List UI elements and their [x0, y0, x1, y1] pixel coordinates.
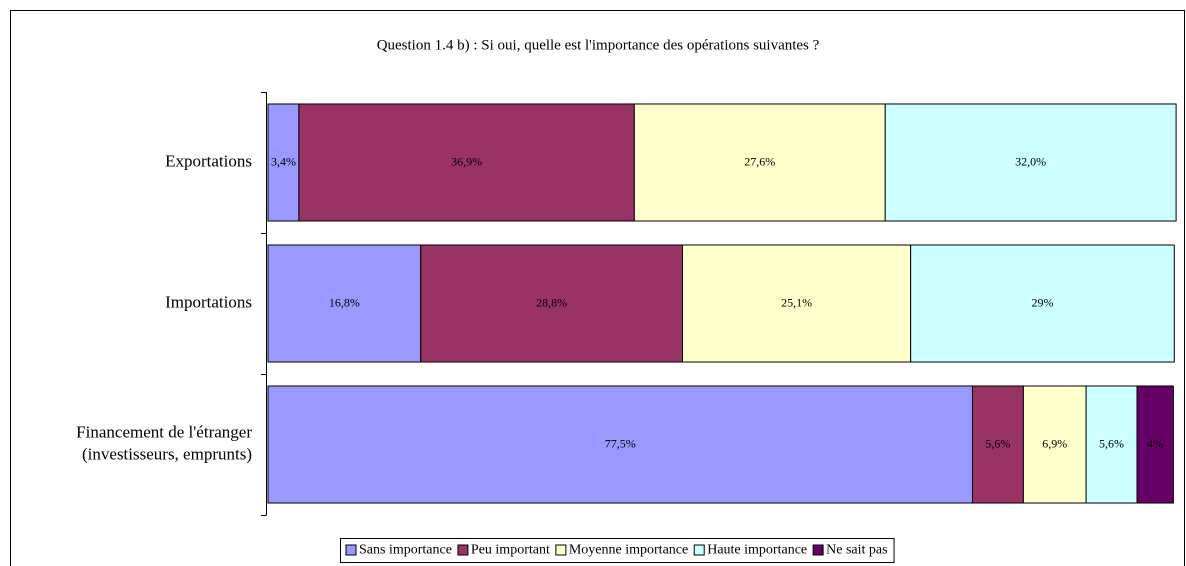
legend-label: Haute importance — [707, 543, 807, 558]
bar-segment — [1022, 385, 1087, 504]
data-label: 28,8% — [536, 295, 567, 309]
bar-segment — [298, 103, 635, 222]
chart-title: Question 1.4 b) : Si oui, quelle est l'i… — [377, 37, 820, 53]
y-tick-label: Exportations — [165, 151, 252, 170]
legend-label: Peu important — [471, 543, 550, 558]
data-label: 36,9% — [451, 154, 482, 168]
legend-swatch — [555, 544, 567, 556]
bar-segment — [682, 244, 912, 363]
data-label: 27,6% — [744, 154, 775, 168]
bar-segment — [1136, 385, 1174, 504]
data-label: 25,1% — [781, 295, 812, 309]
y-tick-label: Financement de l'étranger (investisseurs,… — [76, 422, 252, 463]
legend-swatch — [345, 544, 357, 556]
bar-segment — [1085, 385, 1138, 504]
data-label: 5,6% — [1099, 436, 1124, 450]
data-label: 6,9% — [1042, 436, 1067, 450]
data-label: 32,0% — [1015, 154, 1046, 168]
data-label: 29% — [1031, 295, 1053, 309]
y-tick-label: Importations — [165, 292, 252, 311]
legend-label: Sans importance — [359, 543, 452, 558]
data-label: 77,5% — [605, 436, 636, 450]
legend: Sans importance Peu important Moyenne impo… — [340, 538, 895, 563]
legend-swatch — [457, 544, 469, 556]
bar-segment — [910, 244, 1175, 363]
bar-segment — [420, 244, 684, 363]
legend-label: Moyenne importance — [569, 543, 688, 558]
legend-swatch — [812, 544, 824, 556]
data-label: 5,6% — [985, 436, 1010, 450]
data-label: 4% — [1147, 436, 1163, 450]
bar-segment — [267, 244, 422, 363]
data-label: 16,8% — [329, 295, 360, 309]
bar-segment — [971, 385, 1024, 504]
legend-swatch — [693, 544, 705, 556]
data-label: 3,4% — [271, 154, 296, 168]
bar-segment — [884, 103, 1177, 222]
legend-box — [340, 538, 895, 563]
bar-segment — [633, 103, 886, 222]
legend-label: Ne sait pas — [826, 543, 887, 558]
